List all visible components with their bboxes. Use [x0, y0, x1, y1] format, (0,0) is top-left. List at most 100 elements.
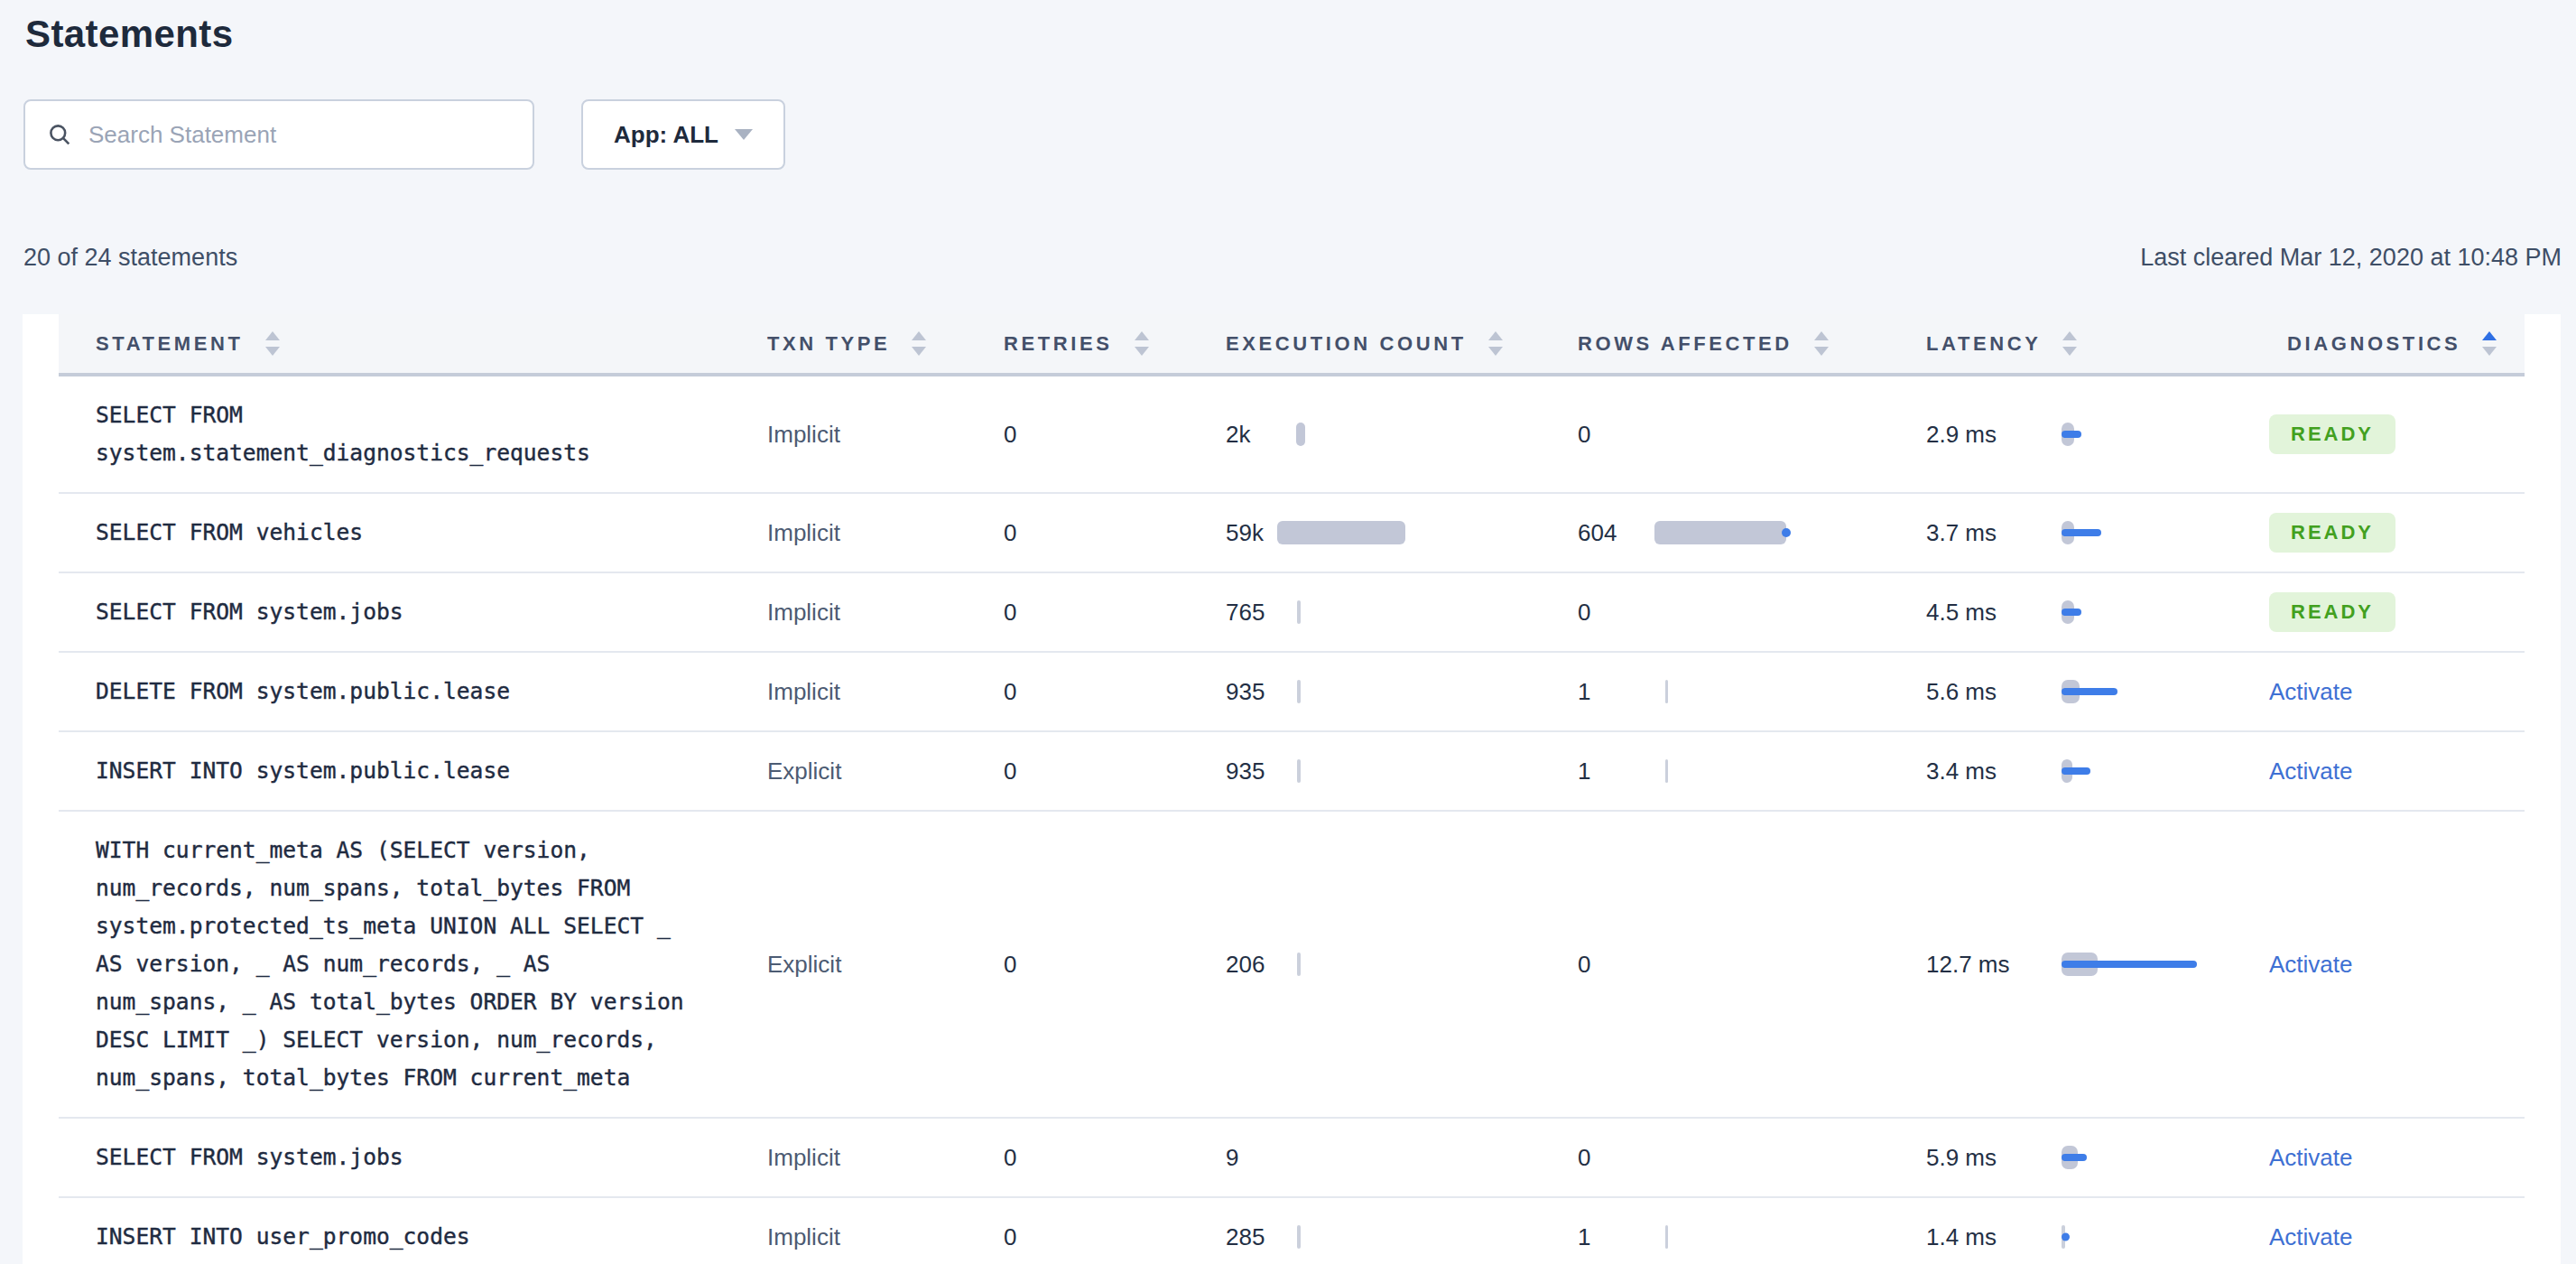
statement-cell: INSERT INTO user_promo_codes	[59, 1198, 767, 1264]
diagnostics-ready-badge: READY	[2269, 414, 2395, 454]
column-label: TXN TYPE	[767, 332, 890, 356]
diagnostics-activate-link[interactable]: Activate	[2269, 678, 2353, 706]
latency-value: 12.7 ms	[1926, 951, 2010, 979]
statement-cell: SELECT FROM system.statement_diagnostics…	[59, 376, 767, 492]
rows-affected-value: 1	[1578, 1223, 1590, 1251]
execution-count-cell: 9	[1226, 1119, 1578, 1196]
search-input[interactable]	[88, 121, 509, 149]
diagnostics-activate-link[interactable]: Activate	[2269, 951, 2353, 979]
execution-count-bar	[1297, 759, 1301, 783]
column-header-diagnostics[interactable]: DIAGNOSTICS	[2269, 331, 2523, 356]
txn-type-cell: Implicit	[767, 1119, 1004, 1196]
rows-affected-value: 1	[1578, 678, 1590, 706]
retries-cell: 0	[1004, 1198, 1226, 1264]
statement-cell: WITH current_meta AS (SELECT version, nu…	[59, 812, 767, 1117]
statement-text[interactable]: SELECT FROM system.jobs	[96, 1139, 691, 1176]
statement-row: DELETE FROM system.public.leaseImplicit0…	[59, 653, 2525, 732]
diagnostics-cell: READY	[2269, 494, 2523, 572]
latency-cell: 5.9 ms	[1926, 1119, 2269, 1196]
diagnostics-activate-link[interactable]: Activate	[2269, 1144, 2353, 1172]
latency-cell: 1.4 ms	[1926, 1198, 2269, 1264]
sort-arrows-icon[interactable]	[2062, 331, 2077, 356]
column-label: RETRIES	[1004, 332, 1113, 356]
statement-text[interactable]: INSERT INTO system.public.lease	[96, 752, 691, 790]
diagnostics-cell: Activate	[2269, 732, 2523, 810]
diagnostics-cell: Activate	[2269, 1119, 2523, 1196]
column-header-latency[interactable]: LATENCY	[1926, 331, 2269, 356]
sort-arrows-icon[interactable]	[912, 331, 926, 356]
retries-cell: 0	[1004, 812, 1226, 1117]
rows-affected-bar	[1665, 680, 1669, 703]
latency-blue-bar	[2062, 688, 2117, 695]
latency-value: 3.7 ms	[1926, 519, 1997, 547]
statements-table-card: STATEMENTTXN TYPERETRIESEXECUTION COUNTR…	[23, 314, 2561, 1264]
column-label: LATENCY	[1926, 332, 2041, 356]
execution-count-bar	[1297, 680, 1301, 703]
txn-type-cell: Implicit	[767, 573, 1004, 651]
statement-cell: DELETE FROM system.public.lease	[59, 653, 767, 730]
diagnostics-cell: Activate	[2269, 653, 2523, 730]
statement-row: SELECT FROM vehiclesImplicit059k6043.7 m…	[59, 494, 2525, 573]
rows-affected-value: 0	[1578, 951, 1590, 979]
statement-text[interactable]: DELETE FROM system.public.lease	[96, 673, 691, 711]
latency-blue-bar	[2062, 767, 2090, 775]
statement-cell: INSERT INTO system.public.lease	[59, 732, 767, 810]
retries-cell: 0	[1004, 573, 1226, 651]
diagnostics-activate-link[interactable]: Activate	[2269, 757, 2353, 785]
statement-text[interactable]: INSERT INTO user_promo_codes	[96, 1218, 691, 1256]
latency-value: 3.4 ms	[1926, 757, 1997, 785]
execution-count-cell: 935	[1226, 732, 1578, 810]
txn-type-cell: Explicit	[767, 732, 1004, 810]
diagnostics-activate-link[interactable]: Activate	[2269, 1223, 2353, 1251]
controls-row: App: ALL	[23, 99, 785, 170]
search-box[interactable]	[23, 99, 534, 170]
statement-row: INSERT INTO user_promo_codes Implicit0285…	[59, 1198, 2525, 1264]
rows-affected-value: 0	[1578, 1144, 1590, 1172]
execution-count-value: 285	[1226, 1223, 1265, 1251]
execution-count-value: 935	[1226, 678, 1265, 706]
sort-arrows-icon[interactable]	[1488, 331, 1503, 356]
sort-arrows-icon[interactable]	[1135, 331, 1149, 356]
statement-text[interactable]: SELECT FROM system.jobs	[96, 593, 691, 631]
statement-row: SELECT FROM system.statement_diagnostics…	[59, 376, 2525, 494]
statement-text[interactable]: WITH current_meta AS (SELECT version, nu…	[96, 832, 691, 1097]
latency-cell: 3.4 ms	[1926, 732, 2269, 810]
rows-affected-cell: 0	[1578, 1119, 1926, 1196]
txn-type-cell: Implicit	[767, 376, 1004, 492]
column-header-txn-type[interactable]: TXN TYPE	[767, 331, 1004, 356]
column-header-rows-affected[interactable]: ROWS AFFECTED	[1578, 331, 1926, 356]
column-header-retries[interactable]: RETRIES	[1004, 331, 1226, 356]
latency-blue-bar	[2062, 609, 2081, 616]
sort-arrows-icon[interactable]	[2482, 331, 2497, 356]
execution-count-bar	[1297, 953, 1301, 976]
latency-cell: 12.7 ms	[1926, 812, 2269, 1117]
column-label: STATEMENT	[96, 332, 244, 356]
column-header-statement[interactable]: STATEMENT	[59, 331, 767, 356]
execution-count-cell: 765	[1226, 573, 1578, 651]
txn-type-cell: Implicit	[767, 1198, 1004, 1264]
statement-cell: SELECT FROM system.jobs	[59, 573, 767, 651]
retries-cell: 0	[1004, 376, 1226, 492]
execution-count-cell: 206	[1226, 812, 1578, 1117]
app-filter-dropdown[interactable]: App: ALL	[581, 99, 785, 170]
sort-arrows-icon[interactable]	[265, 331, 280, 356]
column-label: ROWS AFFECTED	[1578, 332, 1793, 356]
statement-row: SELECT FROM system.jobsImplicit0905.9 ms…	[59, 1119, 2525, 1198]
rows-affected-value: 0	[1578, 599, 1590, 627]
statement-text[interactable]: SELECT FROM system.statement_diagnostics…	[96, 396, 691, 472]
statements-page: Statements App: ALL 20 of 24 statements …	[0, 0, 2576, 1264]
rows-affected-cell: 1	[1578, 1198, 1926, 1264]
txn-type-cell: Implicit	[767, 653, 1004, 730]
sort-arrows-icon[interactable]	[1814, 331, 1829, 356]
diagnostics-cell: Activate	[2269, 812, 2523, 1117]
execution-count-bar	[1297, 600, 1301, 624]
execution-count-value: 59k	[1226, 519, 1264, 547]
latency-cell: 2.9 ms	[1926, 376, 2269, 492]
latency-blue-bar	[2062, 431, 2081, 438]
statement-text[interactable]: SELECT FROM vehicles	[96, 514, 691, 552]
rows-affected-bar	[1654, 521, 1786, 544]
statement-row: INSERT INTO system.public.leaseExplicit0…	[59, 732, 2525, 812]
execution-count-value: 9	[1226, 1144, 1238, 1172]
rows-affected-cell: 0	[1578, 573, 1926, 651]
column-header-execution-count[interactable]: EXECUTION COUNT	[1226, 331, 1578, 356]
